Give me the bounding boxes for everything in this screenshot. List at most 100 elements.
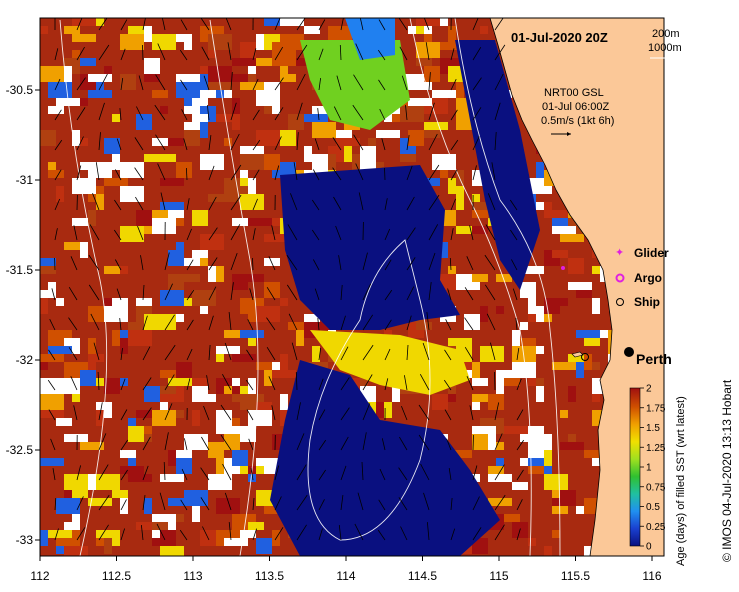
sst-cell — [376, 130, 400, 138]
sst-cell — [200, 234, 224, 250]
sst-cell — [120, 466, 144, 474]
sst-cell — [72, 482, 88, 498]
blue-patch-north — [345, 18, 395, 60]
current-vector — [378, 19, 386, 31]
sst-cell — [416, 26, 424, 34]
current-vector — [160, 192, 166, 211]
current-vector — [134, 137, 144, 151]
sst-cell — [248, 218, 272, 226]
current-vector — [384, 167, 386, 181]
sst-cell — [208, 442, 224, 458]
current-vector — [494, 131, 497, 151]
sst-cell — [168, 498, 192, 506]
sst-cell — [472, 434, 488, 450]
sst-cell — [232, 74, 248, 82]
ship-marker[interactable] — [581, 353, 589, 361]
current-vector — [203, 75, 210, 91]
sst-cell — [360, 146, 376, 162]
current-vector — [406, 286, 415, 301]
sst-cell — [64, 242, 80, 250]
current-vector — [340, 495, 344, 511]
sst-cell — [40, 362, 48, 370]
current-vector — [220, 404, 232, 421]
current-vector — [186, 289, 195, 301]
sst-cell — [544, 314, 552, 322]
sst-cell — [168, 274, 184, 290]
current-vector — [142, 407, 152, 421]
sst-cell — [264, 154, 280, 170]
current-vector — [54, 528, 59, 541]
current-vector — [311, 199, 320, 211]
current-vector — [252, 228, 256, 241]
current-vector — [248, 438, 254, 451]
current-vector — [464, 346, 474, 361]
current-vector — [222, 374, 232, 391]
current-vector — [428, 194, 440, 211]
sst-cell — [232, 378, 240, 386]
current-vector — [163, 461, 166, 481]
current-vector — [516, 528, 521, 541]
sst-cell — [544, 210, 568, 218]
sst-cell — [192, 90, 216, 98]
sst-cell — [40, 266, 56, 274]
sst-cell — [152, 218, 176, 234]
current-vector — [266, 286, 276, 301]
sst-cell — [88, 210, 96, 226]
current-vector — [288, 313, 298, 331]
sst-cell — [264, 18, 280, 26]
current-vector — [296, 402, 301, 421]
colorbar-tick-label: 0.75 — [646, 482, 666, 493]
current-vector — [98, 494, 110, 511]
sst-cell — [280, 354, 288, 370]
sst-cell — [304, 26, 320, 34]
sst-cell — [88, 74, 112, 82]
current-vector — [464, 287, 474, 301]
sst-cell — [232, 450, 248, 466]
current-vector — [384, 198, 388, 211]
sst-cell — [256, 58, 272, 66]
sst-cell — [40, 130, 56, 146]
sst-cell — [168, 250, 184, 266]
sst-cell — [200, 66, 208, 74]
sst-cell — [80, 370, 96, 386]
sst-cell — [568, 282, 592, 290]
sst-cell — [536, 386, 544, 402]
sst-cell — [128, 330, 152, 346]
sst-cell — [432, 394, 448, 410]
current-vector — [200, 467, 210, 481]
sst-cell — [192, 378, 208, 386]
sst-cell — [144, 26, 152, 42]
sst-cell — [176, 74, 200, 82]
sst-cell — [304, 114, 328, 122]
current-vector — [252, 257, 254, 271]
sst-cell — [448, 338, 472, 346]
current-vector — [494, 18, 504, 31]
current-vector — [428, 282, 432, 301]
current-vector — [155, 74, 166, 91]
current-vector — [362, 252, 368, 271]
glider-marker-map[interactable] — [561, 266, 565, 270]
current-vector — [296, 524, 307, 541]
map-plot-area[interactable] — [40, 12, 680, 562]
current-vector — [230, 282, 234, 301]
y-tick-label: -32 — [16, 353, 34, 367]
y-tick-label: -31 — [16, 173, 34, 187]
current-vector — [184, 438, 188, 451]
current-vector — [230, 194, 242, 211]
current-vector — [296, 433, 305, 451]
sst-cell — [192, 394, 216, 402]
perth-marker[interactable] — [624, 347, 634, 357]
sst-cell — [536, 346, 544, 354]
current-vector — [120, 409, 128, 421]
current-vector — [340, 465, 347, 481]
current-vector — [141, 525, 144, 541]
current-vector — [179, 49, 188, 61]
sst-cell — [240, 170, 248, 178]
colorbar-ticks: 0 0.25 0.5 0.75 1 1.25 1.5 1.75 2 — [640, 384, 666, 553]
current-vector — [76, 77, 86, 91]
sst-cell — [224, 538, 248, 546]
sst-cell — [176, 314, 184, 322]
current-vector — [362, 374, 373, 391]
sst-cell — [312, 154, 328, 162]
current-vector — [120, 19, 128, 31]
